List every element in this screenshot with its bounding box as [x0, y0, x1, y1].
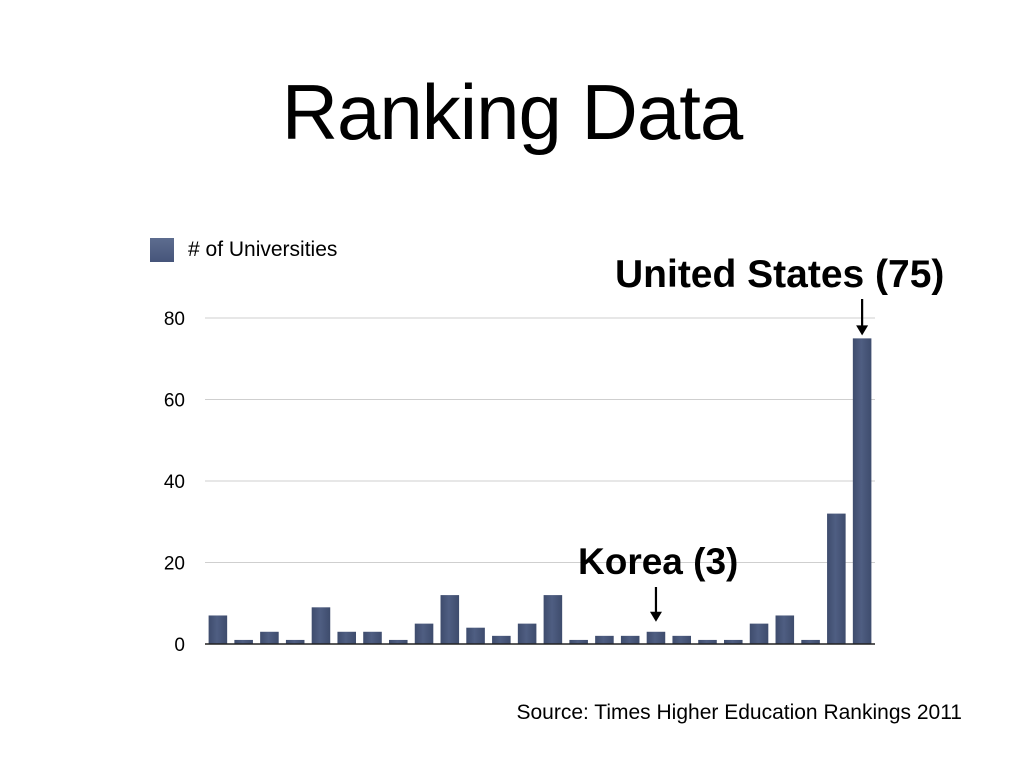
- source-caption: Source: Times Higher Education Rankings …: [516, 701, 962, 724]
- bar: [492, 635, 511, 644]
- y-tick-label: 60: [164, 391, 185, 412]
- chart-legend: # of Universities: [150, 238, 337, 262]
- bar: [311, 607, 331, 644]
- legend-label: # of Universities: [188, 238, 338, 261]
- bar: [543, 595, 563, 644]
- y-tick-label: 40: [164, 472, 185, 493]
- bar: [698, 639, 717, 644]
- legend-swatch: [150, 238, 174, 262]
- bar: [569, 639, 588, 644]
- bar: [595, 635, 614, 644]
- bar: [260, 631, 279, 644]
- bar: [234, 639, 253, 644]
- annotation-korea: Korea (3): [578, 541, 739, 582]
- bar: [285, 639, 305, 644]
- bar: [466, 627, 485, 644]
- bar: [827, 513, 846, 644]
- bar: [646, 631, 666, 644]
- arrow-korea-head: [649, 611, 662, 622]
- bar: [517, 623, 537, 644]
- y-tick-label: 80: [164, 309, 185, 330]
- arrow-united-states-head: [856, 325, 869, 336]
- y-tick-label: 0: [174, 635, 185, 656]
- bar: [723, 639, 743, 644]
- annotation-united-states: United States (75): [615, 253, 945, 296]
- bar: [440, 595, 460, 644]
- bar: [801, 639, 820, 644]
- bar: [620, 635, 640, 644]
- bar: [388, 639, 408, 644]
- bar: [414, 623, 434, 644]
- bar: [852, 338, 872, 644]
- bar: [749, 623, 769, 644]
- bar: [775, 615, 795, 644]
- slide-title: Ranking Data: [281, 68, 744, 156]
- bar: [337, 631, 357, 644]
- bar: [363, 631, 382, 644]
- bar: [208, 615, 228, 644]
- y-tick-label: 20: [164, 554, 185, 575]
- bar: [672, 635, 692, 644]
